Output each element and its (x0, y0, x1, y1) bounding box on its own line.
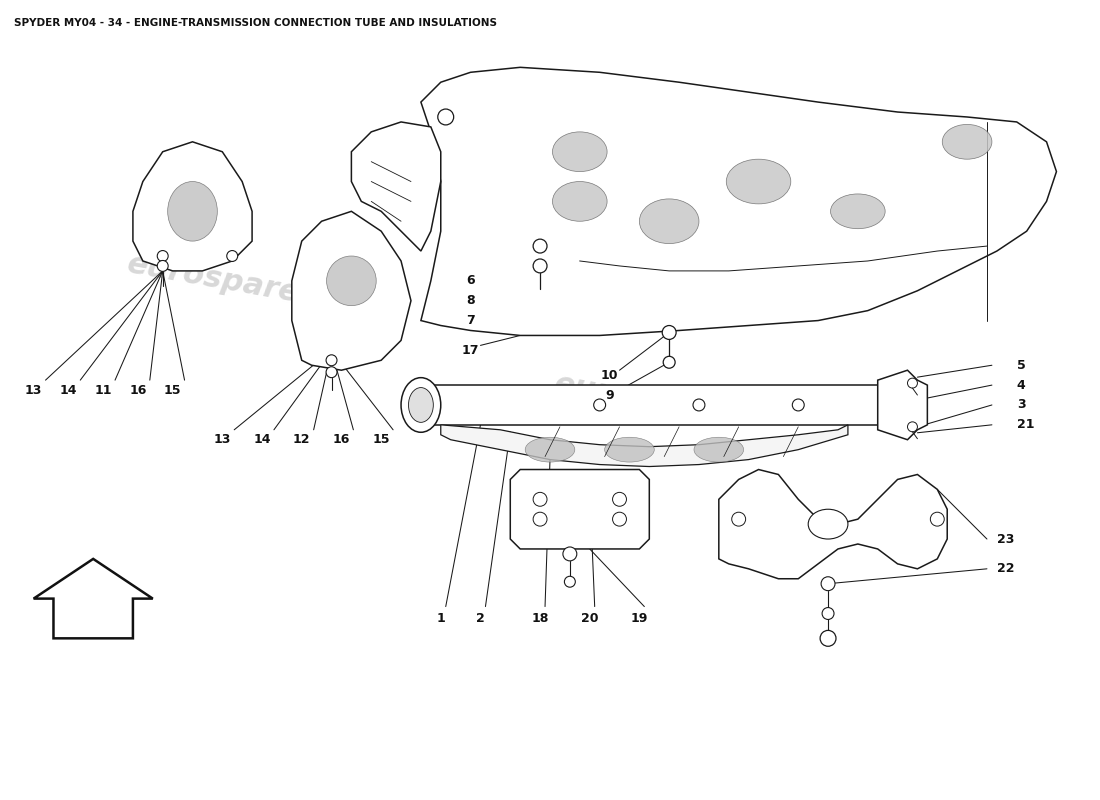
Circle shape (908, 378, 917, 388)
FancyBboxPatch shape (421, 385, 878, 425)
Text: 8: 8 (466, 294, 475, 307)
Circle shape (227, 250, 238, 262)
Circle shape (564, 576, 575, 587)
Text: 3: 3 (1016, 398, 1025, 411)
Ellipse shape (694, 438, 744, 462)
Text: 20: 20 (581, 612, 598, 625)
Polygon shape (351, 122, 441, 251)
Ellipse shape (402, 378, 441, 432)
Circle shape (326, 366, 337, 378)
Text: 14: 14 (253, 434, 271, 446)
Circle shape (534, 492, 547, 506)
Polygon shape (421, 67, 1056, 335)
Text: 16: 16 (129, 383, 146, 397)
Ellipse shape (639, 199, 698, 243)
Polygon shape (718, 470, 947, 578)
Polygon shape (510, 470, 649, 549)
Polygon shape (292, 211, 411, 370)
Text: 13: 13 (213, 434, 231, 446)
Ellipse shape (327, 256, 376, 306)
Circle shape (326, 355, 337, 366)
Circle shape (594, 399, 606, 411)
Text: 1: 1 (437, 612, 446, 625)
Text: 5: 5 (1016, 358, 1025, 372)
Ellipse shape (726, 159, 791, 204)
Circle shape (157, 261, 168, 271)
Polygon shape (133, 142, 252, 271)
Circle shape (821, 577, 835, 590)
Text: 23: 23 (997, 533, 1014, 546)
Text: 9: 9 (605, 389, 614, 402)
Text: 7: 7 (466, 314, 475, 327)
Text: 2: 2 (476, 612, 485, 625)
Text: 11: 11 (95, 383, 112, 397)
Text: 10: 10 (601, 369, 618, 382)
Circle shape (438, 109, 453, 125)
Ellipse shape (808, 510, 848, 539)
Text: 16: 16 (333, 434, 350, 446)
Circle shape (732, 512, 746, 526)
Circle shape (534, 239, 547, 253)
Text: 15: 15 (373, 434, 389, 446)
Ellipse shape (408, 387, 433, 422)
Circle shape (693, 399, 705, 411)
Text: 22: 22 (997, 562, 1014, 575)
Text: SPYDER MY04 - 34 - ENGINE-TRANSMISSION CONNECTION TUBE AND INSULATIONS: SPYDER MY04 - 34 - ENGINE-TRANSMISSION C… (14, 18, 497, 28)
Circle shape (908, 422, 917, 432)
Text: 21: 21 (1016, 418, 1034, 431)
Text: 4: 4 (1016, 378, 1025, 392)
Circle shape (821, 630, 836, 646)
Circle shape (534, 259, 547, 273)
Circle shape (613, 512, 627, 526)
Circle shape (822, 607, 834, 619)
Circle shape (157, 250, 168, 262)
Text: 15: 15 (164, 383, 182, 397)
Ellipse shape (830, 194, 886, 229)
Circle shape (534, 512, 547, 526)
Text: 12: 12 (293, 434, 310, 446)
Polygon shape (34, 559, 153, 638)
Circle shape (663, 356, 675, 368)
Ellipse shape (943, 125, 992, 159)
Text: 14: 14 (59, 383, 77, 397)
Circle shape (662, 326, 676, 339)
Ellipse shape (525, 438, 575, 462)
Polygon shape (878, 370, 927, 440)
Text: eurospares: eurospares (125, 250, 320, 312)
Ellipse shape (552, 132, 607, 171)
Text: eurospares: eurospares (552, 369, 747, 431)
Circle shape (613, 492, 627, 506)
Ellipse shape (167, 182, 218, 241)
Ellipse shape (605, 438, 654, 462)
Circle shape (931, 512, 944, 526)
Circle shape (792, 399, 804, 411)
Text: 18: 18 (531, 612, 549, 625)
Text: 13: 13 (25, 383, 42, 397)
Circle shape (563, 547, 576, 561)
Text: 6: 6 (466, 274, 475, 287)
Ellipse shape (552, 182, 607, 222)
Polygon shape (441, 425, 848, 466)
Text: 19: 19 (630, 612, 648, 625)
Text: 17: 17 (462, 344, 480, 357)
